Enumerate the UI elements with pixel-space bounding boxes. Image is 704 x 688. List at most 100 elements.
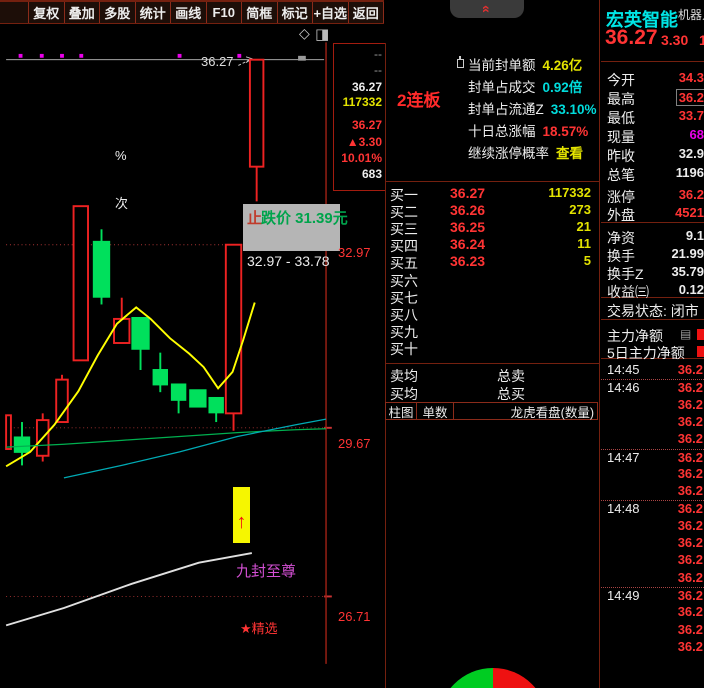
up-arrow-icon: ↑ bbox=[236, 511, 247, 533]
stat-label: 外盘 bbox=[607, 207, 635, 223]
divider bbox=[386, 363, 599, 364]
stop-price-tooltip: 止 跌价 31.39元 bbox=[243, 204, 348, 251]
stat-label: 现量 bbox=[607, 129, 635, 145]
stat-label: 收益㈢ bbox=[607, 284, 649, 300]
mini-quote-value: -- bbox=[374, 47, 382, 61]
tape-price: 36.2 bbox=[677, 638, 703, 654]
price-range-label: 32.97 - 33.78 bbox=[247, 253, 330, 269]
divider bbox=[601, 297, 704, 298]
limit-info-value: 0.92倍 bbox=[542, 80, 583, 95]
stat-value: 34.3 bbox=[678, 70, 704, 85]
stat-label: 昨收 bbox=[607, 148, 635, 164]
menu-item-2[interactable]: 叠加 bbox=[65, 2, 100, 23]
limit-info-row: 十日总涨幅 18.57% bbox=[468, 120, 588, 140]
ma-green bbox=[6, 428, 327, 448]
avg-sell-row: 卖均 总卖 bbox=[385, 366, 599, 384]
tape-row: 36.2 bbox=[601, 431, 704, 448]
limit-info-row: 当前封单额 4.26亿 bbox=[468, 54, 582, 74]
chevron-up-icon: « bbox=[478, 5, 495, 13]
total-sell-label: 总卖 bbox=[497, 368, 525, 384]
total-buy-label: 总买 bbox=[497, 386, 525, 402]
tab-dragon-tiger[interactable]: 龙虎看盘(数量) bbox=[510, 405, 594, 420]
ma-yellow bbox=[5, 302, 256, 468]
tab-bar-chart[interactable]: 柱图 bbox=[386, 403, 417, 420]
stat-row: 现量 68 bbox=[600, 127, 704, 145]
menu-spacer bbox=[0, 2, 29, 23]
tape-time: 14:46 bbox=[607, 380, 640, 396]
menu-item-9[interactable]: +自选 bbox=[313, 2, 349, 23]
trade-status-label: 交易状态: bbox=[607, 303, 667, 319]
stat-value: 36.2 bbox=[678, 187, 704, 202]
stat-row: 换手Z 35.79 bbox=[600, 264, 704, 282]
menu-item-8[interactable]: 标记 bbox=[278, 2, 313, 23]
menu-item-3[interactable]: 多股 bbox=[100, 2, 136, 23]
kline-chart[interactable] bbox=[0, 25, 336, 688]
stat-row: 换手 21.99 bbox=[600, 246, 704, 264]
bid-row: 买三 36.25 21 bbox=[385, 219, 599, 237]
tape-row: 36.2 bbox=[601, 535, 704, 552]
tape-row: 14:47 36.2 bbox=[601, 448, 704, 467]
bid-qty: 21 bbox=[576, 219, 591, 235]
stat-label: 净资 bbox=[607, 230, 635, 246]
divider bbox=[601, 61, 704, 62]
stat-value: 9.1 bbox=[685, 228, 704, 243]
menu-item-1[interactable]: 复权 bbox=[29, 2, 65, 23]
panel-toggle-icon[interactable]: ◨ bbox=[315, 26, 330, 43]
limit-info-row: 封单占流通Z 33.10% bbox=[468, 98, 597, 118]
stat-label: 今开 bbox=[607, 72, 635, 88]
bid-level-label: 买五 bbox=[390, 255, 418, 272]
tape-row: 36.2 bbox=[601, 414, 704, 431]
mini-quote-value: 36.27 bbox=[351, 80, 382, 94]
candle-icon bbox=[457, 59, 464, 68]
bid-row: 买九 bbox=[385, 322, 599, 340]
divider bbox=[601, 358, 704, 359]
limit-info-value[interactable]: 查看 bbox=[556, 146, 583, 161]
last-price: 36.27 bbox=[605, 26, 658, 49]
limit-info-value: 33.10% bbox=[550, 102, 597, 117]
bid-row: 买六 bbox=[385, 271, 599, 289]
view-tab-bar: 柱图 单数 龙虎看盘(数量) bbox=[385, 402, 598, 420]
bid-price: 36.27 bbox=[450, 185, 486, 201]
main-force-label: 主力净额 bbox=[607, 328, 663, 344]
tape-row: 36.2 bbox=[601, 552, 704, 569]
stat-label: 换手 bbox=[607, 248, 635, 264]
tooltip-text-red: 止 bbox=[247, 210, 263, 227]
stat-label: 总笔 bbox=[607, 167, 635, 183]
main-force-5d-label: 5日主力净额 bbox=[607, 345, 685, 361]
tape-price: 36.2 bbox=[677, 517, 703, 533]
menu-item-5[interactable]: 画线 bbox=[171, 2, 207, 23]
tape-time: 14:45 bbox=[607, 362, 640, 377]
bid-level-label: 买一 bbox=[390, 187, 418, 203]
stat-value: 21.99 bbox=[671, 246, 704, 261]
collapse-panel-tab[interactable]: « bbox=[450, 0, 524, 18]
bid-qty: 5 bbox=[583, 253, 591, 269]
tape-row: 36.2 bbox=[601, 570, 704, 587]
limit-info-row: 封单占成交 0.92倍 bbox=[468, 76, 582, 96]
mini-quote-value: ▲3.30 bbox=[346, 135, 382, 149]
sentiment-pie bbox=[438, 668, 548, 688]
tape-price: 36.2 bbox=[677, 449, 703, 465]
price-axis-label: 26.71 bbox=[338, 609, 371, 624]
divider bbox=[601, 222, 704, 223]
main-force-5d-row: 5日主力净额 bbox=[600, 343, 704, 361]
price-axis-label: 32.97 bbox=[338, 245, 371, 260]
menu-item-10[interactable]: 返回 bbox=[349, 2, 384, 23]
tooltip-text-green: 跌价 31.39元 bbox=[261, 210, 348, 227]
tab-order-count[interactable]: 单数 bbox=[417, 403, 454, 420]
menu-item-6[interactable]: F10 bbox=[207, 2, 242, 23]
menu-item-7[interactable]: 简框 bbox=[242, 2, 278, 23]
stat-row: 最低 33.7 bbox=[600, 108, 704, 126]
time-sales-list[interactable]: 14:45 36.2 14:46 36.2 36.2 36.2 36.2 14:47 36.2 3… bbox=[601, 362, 704, 658]
bid-row: 买一 36.27 117332 bbox=[385, 185, 599, 203]
stock-concept-tag: 机器人 bbox=[678, 8, 704, 22]
menu-item-4[interactable]: 统计 bbox=[136, 2, 171, 23]
main-force-bar bbox=[697, 329, 704, 340]
tape-row: 36.2 bbox=[601, 639, 704, 656]
list-icon[interactable]: ▤ bbox=[680, 327, 692, 341]
stat-label: 最高 bbox=[607, 91, 635, 107]
price-change-pct-cut: 1 bbox=[699, 32, 704, 48]
tape-price: 36.2 bbox=[677, 535, 703, 550]
ma-white bbox=[5, 552, 253, 627]
mini-quote-value: 683 bbox=[361, 167, 382, 181]
diamond-icon[interactable]: ◇ bbox=[299, 25, 310, 41]
